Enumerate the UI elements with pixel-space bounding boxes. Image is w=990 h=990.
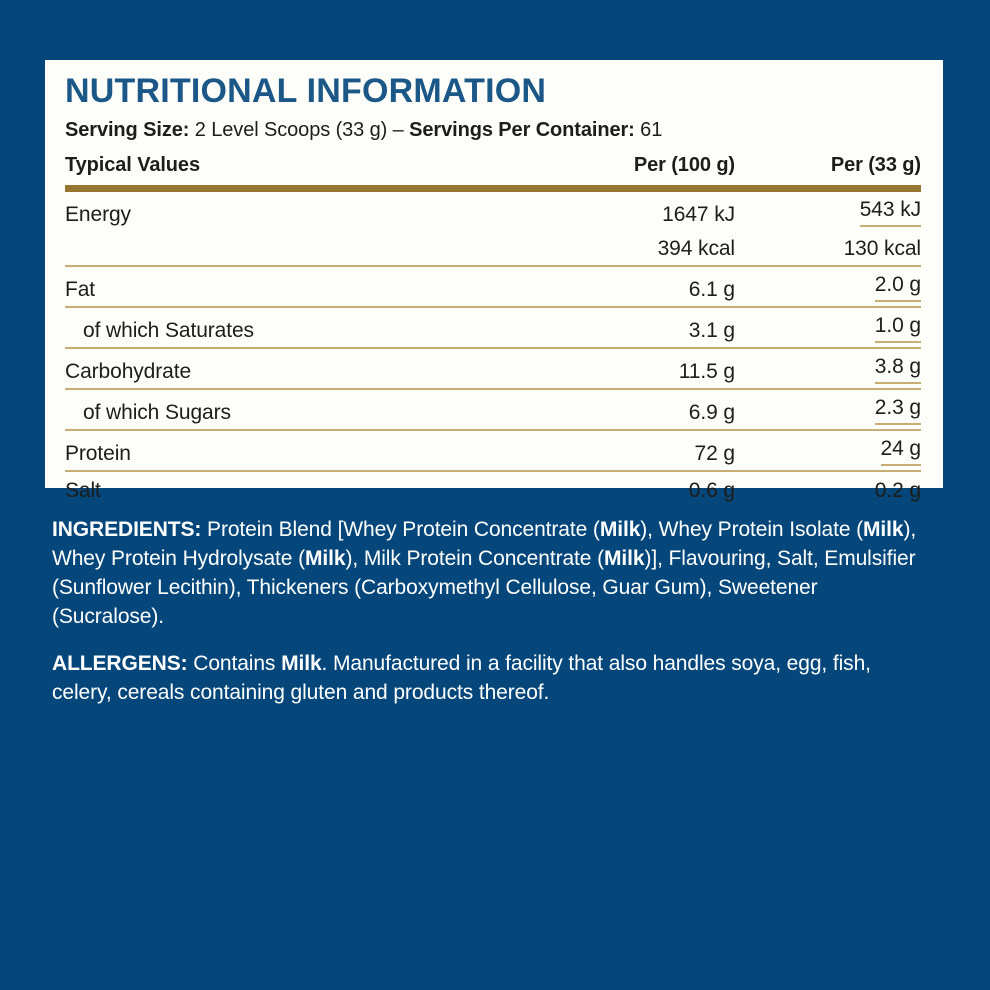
row-per100-value: 3.1 g	[688, 319, 735, 342]
header-per-33g: Per (33 g)	[830, 154, 921, 176]
nutrition-title: NUTRITIONAL INFORMATION	[65, 72, 547, 110]
row-label: Energy	[65, 203, 131, 226]
header-typical-values: Typical Values	[65, 154, 200, 176]
row-label: Fat	[65, 278, 96, 301]
nutrition-card: NUTRITIONAL INFORMATION Serving Size: 2 …	[45, 60, 943, 502]
row-label: of which Sugars	[83, 401, 231, 424]
row-per33-value: 130 kcal	[843, 237, 922, 260]
table-row: of which Saturates 3.1 g 1.0 g	[65, 308, 921, 349]
row-per100-value: 394 kcal	[657, 237, 736, 260]
row-label: Salt	[65, 479, 101, 502]
serving-info: Serving Size: 2 Level Scoops (33 g) – Se…	[65, 119, 663, 141]
row-per100-value: 6.9 g	[688, 401, 735, 424]
table-row: of which Sugars 6.9 g 2.3 g	[65, 390, 921, 431]
table-row: 394 kcal 130 kcal	[65, 231, 921, 267]
row-per33-value: 24 g	[735, 437, 921, 466]
row-per33-value: 1.0 g	[735, 314, 921, 343]
table-row: Carbohydrate 11.5 g 3.8 g	[65, 349, 921, 390]
table-header-row: Typical Values Per (100 g) Per (33 g)	[65, 152, 921, 185]
row-label: of which Saturates	[83, 319, 254, 342]
row-per33-value: 2.3 g	[735, 396, 921, 425]
nutrition-table-body: Energy 1647 kJ 543 kJ 394 kcal 130 kcal Fat 6.…	[65, 192, 921, 507]
row-per100-value: 0.6 g	[688, 479, 735, 502]
table-row: Protein 72 g 24 g	[65, 431, 921, 472]
row-label: Carbohydrate	[65, 360, 192, 383]
allergens-text: ALLERGENS: Contains Milk. Manufactured i…	[52, 652, 871, 704]
row-per100-value: 72 g	[694, 442, 736, 465]
row-per33-value: 3.8 g	[735, 355, 921, 384]
ingredients-text: INGREDIENTS: Protein Blend [Whey Protein…	[52, 518, 917, 628]
label-text-section: INGREDIENTS: Protein Blend [Whey Protein…	[52, 515, 932, 707]
row-per33-value: 2.0 g	[735, 273, 921, 302]
row-per100-value: 11.5 g	[678, 360, 735, 383]
table-row: Energy 1647 kJ 543 kJ	[65, 192, 921, 231]
row-per33-value: 543 kJ	[735, 198, 921, 227]
row-per100-value: 6.1 g	[688, 278, 735, 301]
header-per-100g: Per (100 g)	[633, 154, 735, 176]
table-header-divider	[65, 185, 921, 192]
table-row: Fat 6.1 g 2.0 g	[65, 267, 921, 308]
row-per33-value: 0.2 g	[874, 479, 921, 502]
table-row: Salt 0.6 g 0.2 g	[65, 472, 921, 507]
row-per100-value: 1647 kJ	[662, 203, 735, 226]
row-label: Protein	[65, 442, 131, 465]
